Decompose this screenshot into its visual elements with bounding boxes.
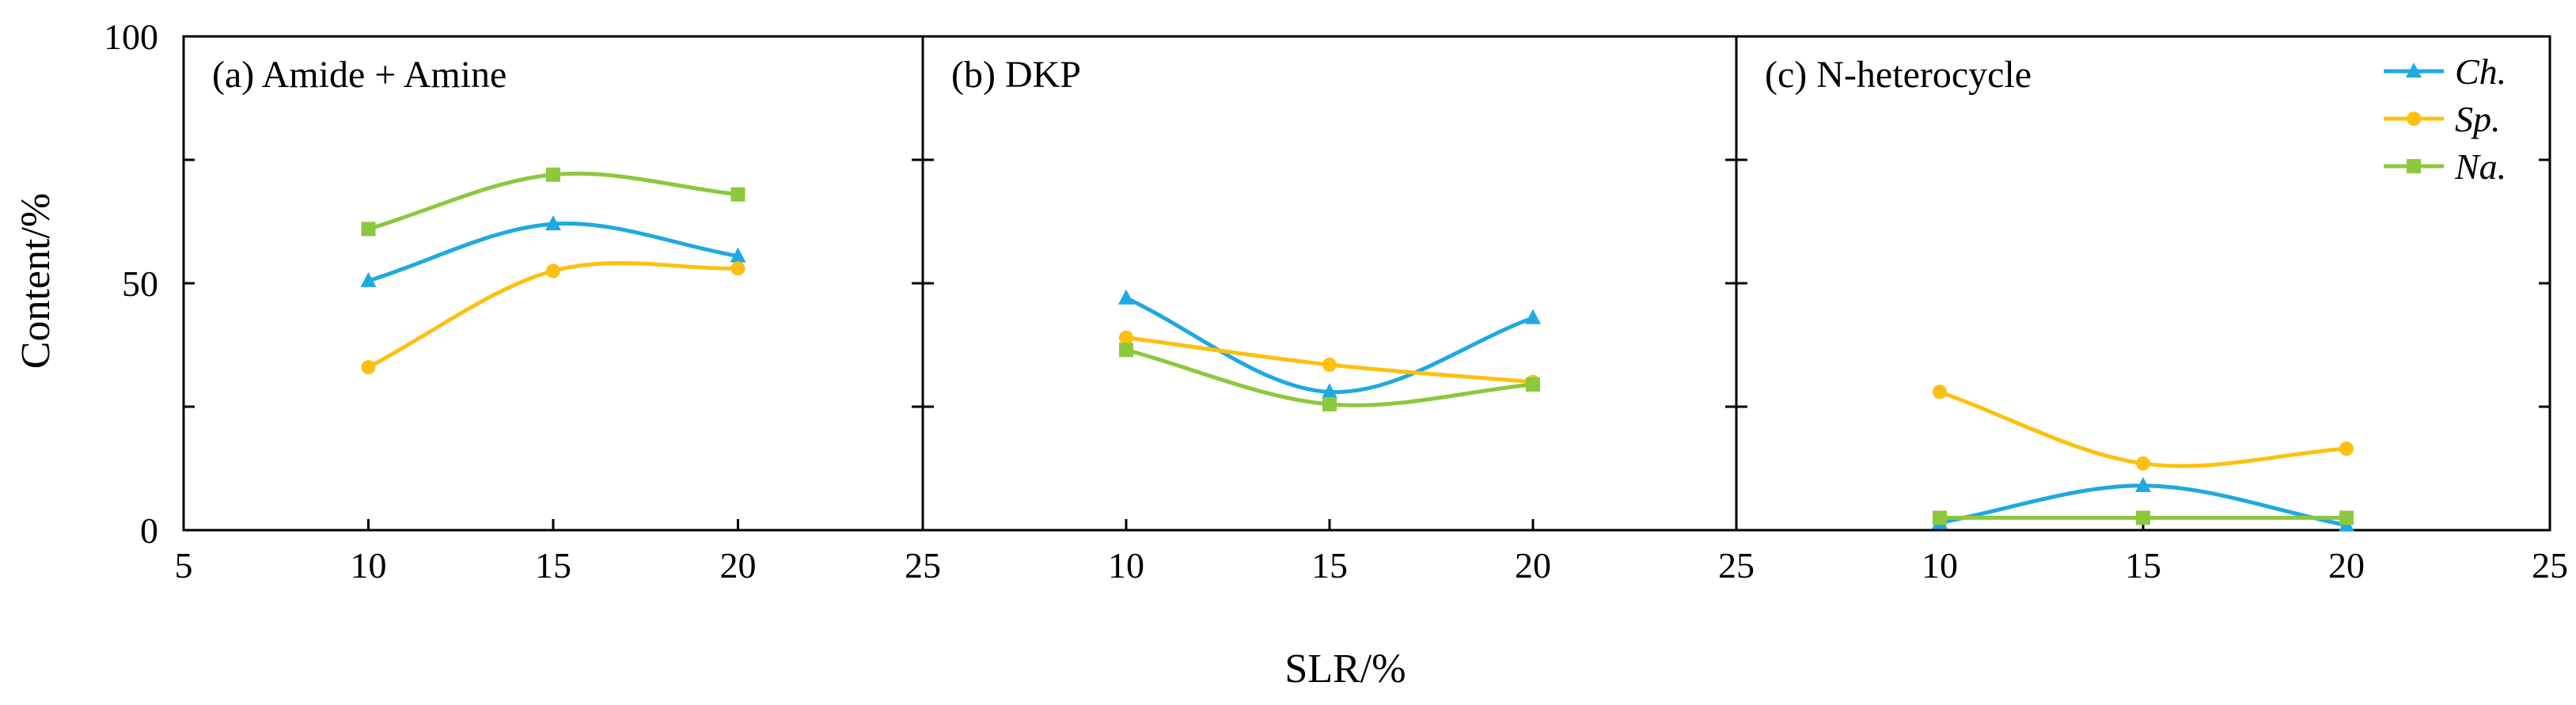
data-point	[1933, 385, 1947, 400]
x-tick-label: 20	[720, 545, 757, 586]
panel-1: 5 10 15 20 25 (a) Amide + Amine	[175, 35, 941, 586]
data-point	[1933, 510, 1947, 525]
series-sp	[1119, 330, 1540, 389]
data-point	[730, 247, 746, 263]
series-line	[367, 261, 738, 370]
x-tick-label: 15	[2125, 545, 2161, 586]
panel-2: 10 15 20 25 (b) DKP	[921, 35, 1755, 586]
x-tick-label: 10	[1922, 545, 1958, 586]
x-tick-label: 25	[1718, 545, 1755, 586]
series-line	[1939, 389, 2347, 468]
series-na	[361, 167, 745, 237]
panel-3-title: (c) N-heterocycle	[1765, 54, 2032, 96]
data-point	[2339, 442, 2354, 457]
series-sp	[1933, 385, 2354, 471]
x-axis-title: SLR/%	[1284, 646, 1406, 692]
data-point	[545, 215, 561, 231]
data-point	[1322, 357, 1337, 372]
legend-marker	[2407, 159, 2421, 173]
legend-item-sp: Sp.	[2384, 99, 2501, 139]
data-point	[2339, 510, 2354, 525]
legend: Ch. Sp. Na.	[2384, 51, 2506, 187]
x-tick-label: 15	[535, 545, 571, 586]
panel-2-frame	[921, 35, 1738, 532]
legend-marker	[2407, 112, 2421, 126]
series-ch	[1118, 289, 1541, 399]
data-point	[1322, 396, 1337, 411]
x-tick-label: 5	[175, 545, 193, 586]
legend-item-na: Na.	[2384, 146, 2506, 187]
y-axis-title: Content/%	[13, 193, 59, 369]
x-tick-label: 20	[2328, 545, 2365, 586]
data-point	[1119, 343, 1133, 358]
series-na	[1119, 343, 1540, 411]
y-tick-label: 0	[140, 510, 158, 551]
data-point	[2136, 510, 2150, 525]
x-tick-label: 20	[1515, 545, 1551, 586]
y-tick-label: 100	[104, 17, 158, 57]
data-point	[2136, 456, 2150, 471]
y-tick-label: 50	[122, 263, 158, 304]
legend-label: Ch.	[2455, 51, 2506, 92]
panel-3-frame	[1735, 35, 2551, 532]
panels-layer: 5 10 15 20 25 (a) Amide + Amine 10 15 20 25 (b) DK…	[104, 17, 2568, 586]
series-na	[1933, 510, 2354, 525]
data-point	[1119, 330, 1133, 345]
panel-3: 10 15 20 25 (c) N-heterocycle	[1735, 35, 2568, 586]
legend-label: Na.	[2454, 146, 2506, 187]
x-tick-label: 15	[1311, 545, 1348, 586]
data-point	[360, 271, 377, 287]
panel-1-title: (a) Amide + Amine	[212, 54, 506, 96]
series-sp	[361, 261, 745, 375]
data-point	[1526, 377, 1540, 392]
x-tick-label: 10	[351, 545, 387, 586]
legend-marker	[2406, 63, 2422, 78]
data-point	[361, 222, 376, 237]
data-point	[1118, 289, 1134, 305]
data-point	[1525, 309, 1541, 324]
panel-1-frame	[182, 35, 924, 532]
data-point	[730, 187, 745, 202]
data-point	[730, 261, 745, 276]
panel-2-title: (b) DKP	[951, 54, 1081, 96]
data-point	[1322, 383, 1337, 399]
legend-label: Sp.	[2455, 99, 2501, 139]
x-tick-label: 25	[905, 545, 941, 586]
x-tick-label: 10	[1108, 545, 1144, 586]
data-point	[361, 360, 376, 375]
data-point	[546, 263, 560, 279]
series-ch	[360, 215, 746, 287]
x-tick-label: 25	[2532, 545, 2568, 586]
data-point	[2135, 476, 2151, 492]
legend-item-ch: Ch.	[2384, 51, 2506, 92]
data-point	[546, 167, 560, 182]
